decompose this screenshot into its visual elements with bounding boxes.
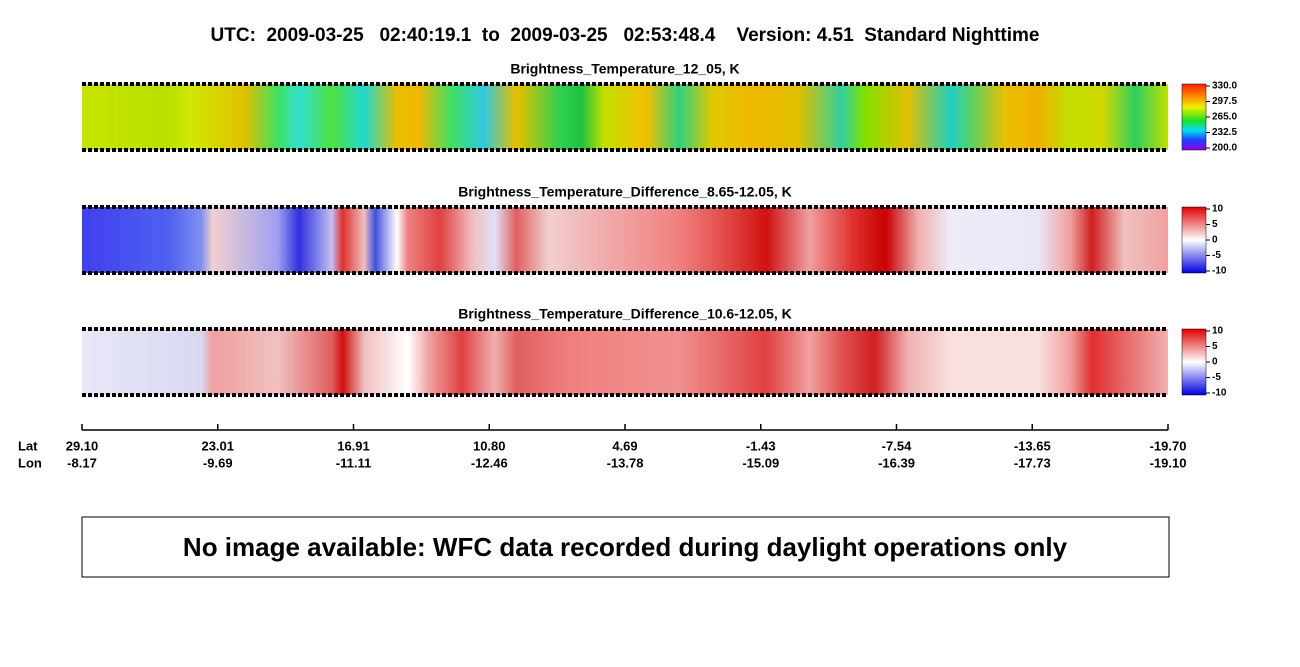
colorbar [1181, 206, 1207, 274]
lat-value: -13.65 [1014, 438, 1051, 453]
colorbar-label: -10 [1212, 266, 1227, 277]
lon-value: -8.17 [67, 455, 97, 470]
colorbar-label: 0 [1212, 357, 1218, 368]
lat-value: 23.01 [201, 438, 234, 453]
lon-value: -19.10 [1150, 455, 1187, 470]
colorbar-label: -5 [1212, 372, 1221, 383]
data-strip [82, 84, 1168, 150]
colorbar [1181, 328, 1207, 396]
panel-title: Brightness_Temperature_12_05, K [510, 61, 739, 77]
colorbar-label: 297.5 [1212, 96, 1237, 107]
lat-value: 29.10 [66, 438, 99, 453]
lat-label: Lat [18, 438, 38, 453]
panel-title: Brightness_Temperature_Difference_8.65-1… [458, 184, 792, 200]
lat-value: 4.69 [612, 438, 637, 453]
panels: Brightness_Temperature_12_05, K 330.0 297.… [82, 61, 1237, 399]
notice: No image available: WFC data recorded du… [183, 532, 1068, 562]
colorbar-label: -5 [1212, 250, 1221, 261]
lat-value: -19.70 [1150, 438, 1187, 453]
lon-value: -16.39 [878, 455, 915, 470]
colorbar-label: 10 [1212, 204, 1224, 215]
colorbar-label: 10 [1212, 326, 1224, 337]
data-strip [82, 207, 1168, 273]
lon-value: -17.73 [1014, 455, 1051, 470]
lat-value: -7.54 [882, 438, 912, 453]
colorbar-label: 5 [1212, 341, 1218, 352]
colorbar-label: 232.5 [1212, 127, 1237, 138]
lon-value: -9.69 [203, 455, 233, 470]
colorbar-label: -10 [1212, 388, 1227, 399]
data-strip [82, 329, 1168, 395]
axis-labels: 29.10 -8.17 23.01 -9.69 16.91 -11.11 10.80 -12.… [66, 424, 1187, 470]
lon-value: -12.46 [471, 455, 508, 470]
title: UTC: 2009-03-25 02:40:19.1 to 2009-03-25… [211, 25, 1040, 46]
panel-title: Brightness_Temperature_Difference_10.6-1… [458, 306, 792, 322]
lon-value: -15.09 [742, 455, 779, 470]
colorbar-label: 265.0 [1212, 112, 1237, 123]
lon-value: -11.11 [336, 455, 371, 470]
lat-value: 10.80 [473, 438, 506, 453]
colorbar-label: 330.0 [1212, 81, 1237, 92]
lon-value: -13.78 [607, 455, 644, 470]
colorbar-label: 0 [1212, 235, 1218, 246]
lat-value: -1.43 [746, 438, 776, 453]
colorbar-label: 200.0 [1212, 143, 1237, 154]
lat-value: 16.91 [337, 438, 370, 453]
colorbar [1181, 83, 1207, 151]
lon-label: Lon [18, 455, 42, 470]
notice-box [81, 516, 1170, 578]
colorbar-label: 5 [1212, 219, 1218, 230]
